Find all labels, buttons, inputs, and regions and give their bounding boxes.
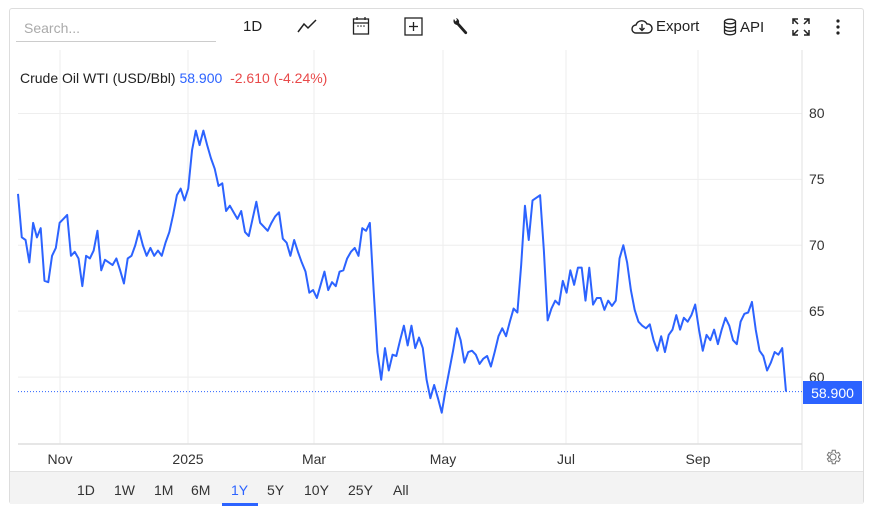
settings-tools-button[interactable] xyxy=(451,17,469,37)
price-line xyxy=(17,129,787,414)
range-button-1m[interactable]: 1M xyxy=(154,482,174,498)
range-button-all[interactable]: All xyxy=(393,482,409,498)
y-tick-label: 70 xyxy=(809,237,825,254)
wrench-icon xyxy=(453,18,468,35)
x-tick-label: Nov xyxy=(47,451,73,467)
range-button-10y[interactable]: 10Y xyxy=(304,482,329,498)
y-tick-label: 75 xyxy=(809,171,825,188)
calendar-icon xyxy=(352,17,370,35)
chart-type-button[interactable] xyxy=(297,18,317,34)
database-icon xyxy=(723,18,737,36)
x-tick-label: Mar xyxy=(301,451,327,467)
range-button-1y[interactable]: 1Y xyxy=(231,482,249,498)
interval-label: 1D xyxy=(243,18,263,35)
last-price: 58.900 xyxy=(179,70,223,86)
x-tick-label: Jul xyxy=(557,451,575,467)
gear-icon xyxy=(826,449,841,465)
range-button-6m[interactable]: 6M xyxy=(191,482,211,498)
more-menu-button[interactable] xyxy=(835,18,841,36)
y-tick-label: 80 xyxy=(809,105,825,122)
export-label: Export xyxy=(656,18,700,35)
calendar-button[interactable] xyxy=(352,16,370,36)
series-title: Crude Oil WTI (USD/Bbl) xyxy=(20,70,176,86)
more-vertical-icon xyxy=(836,19,840,35)
chart-legend: Crude Oil WTI (USD/Bbl) 58.900 -2.610 (-… xyxy=(20,70,327,86)
line-chart-icon xyxy=(297,19,317,33)
api-button[interactable]: API xyxy=(723,18,764,36)
compare-button[interactable] xyxy=(404,17,423,36)
x-tick-label: Sep xyxy=(685,451,711,467)
last-value-tag: 58.900 xyxy=(803,381,862,404)
add-box-icon xyxy=(404,17,423,36)
range-button-25y[interactable]: 25Y xyxy=(348,482,373,498)
range-selector-bar xyxy=(10,471,863,504)
range-button-1d[interactable]: 1D xyxy=(77,482,95,498)
api-label: API xyxy=(740,18,765,36)
active-range-indicator xyxy=(222,503,258,506)
y-tick-label: 65 xyxy=(809,303,825,320)
fullscreen-icon xyxy=(792,18,810,36)
cloud-download-icon xyxy=(631,19,653,34)
x-tick-label: 2025 xyxy=(172,451,204,467)
range-button-1w[interactable]: 1W xyxy=(114,482,135,498)
range-button-5y[interactable]: 5Y xyxy=(267,482,285,498)
fullscreen-button[interactable] xyxy=(792,18,810,36)
x-tick-label: May xyxy=(429,451,457,467)
search-input[interactable] xyxy=(16,15,216,42)
chart-settings-button[interactable] xyxy=(824,448,842,471)
export-button[interactable]: Export xyxy=(631,18,699,35)
interval-button[interactable]: 1D xyxy=(243,18,262,35)
price-change: -2.610 (-4.24%) xyxy=(230,70,328,86)
